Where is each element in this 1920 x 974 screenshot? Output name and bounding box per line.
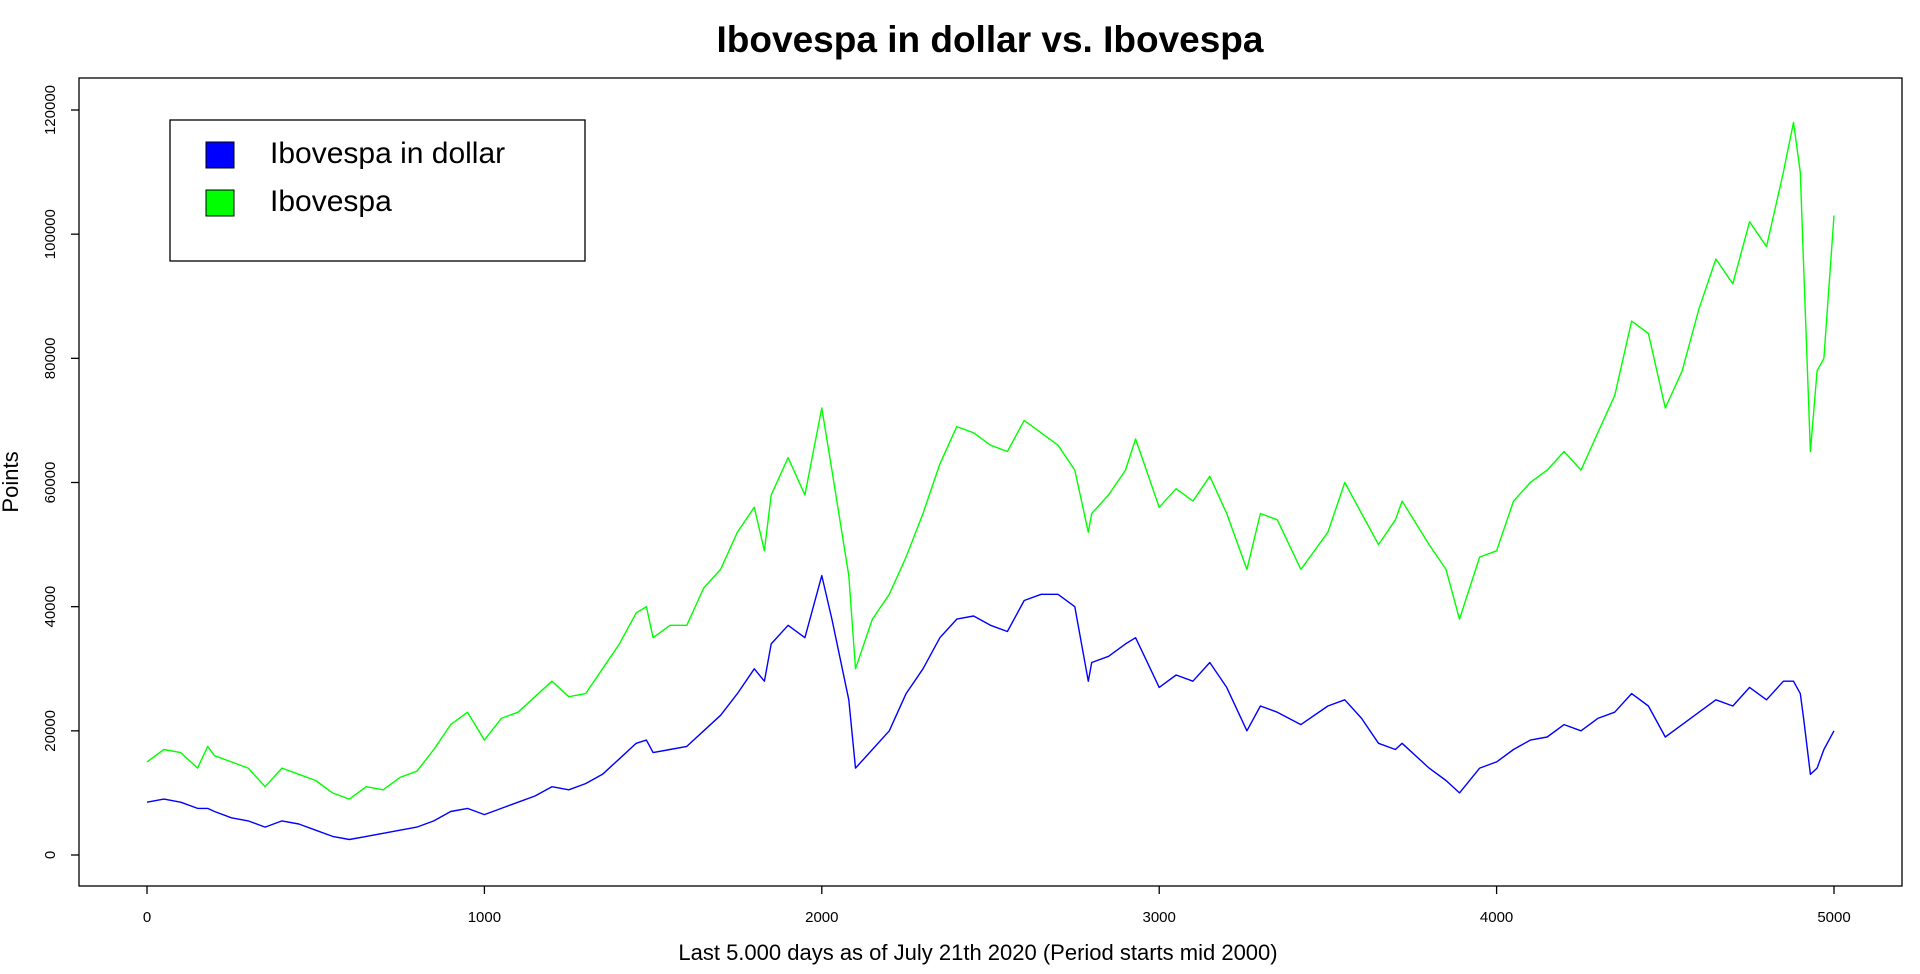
x-tick-label: 3000	[1143, 909, 1176, 926]
legend-label: Ibovespa	[270, 185, 392, 218]
y-tick-label: 100000	[42, 209, 59, 259]
x-tick-label: 1000	[468, 909, 501, 926]
y-tick-label: 0	[42, 851, 59, 859]
x-tick-label: 0	[143, 909, 151, 926]
y-axis-label: Points	[0, 451, 23, 512]
legend-swatch	[205, 141, 235, 169]
y-tick-label: 120000	[42, 85, 59, 135]
series-line	[146, 121, 1835, 800]
x-tick-label: 4000	[1480, 909, 1513, 926]
chart-title: Ibovespa in dollar vs. Ibovespa	[717, 19, 1264, 60]
legend-box	[169, 119, 586, 262]
y-tick-label: 80000	[42, 337, 59, 379]
y-tick-label: 60000	[42, 462, 59, 504]
y-tick-label: 40000	[42, 586, 59, 628]
x-tick-label: 5000	[1817, 909, 1850, 926]
y-tick-label: 20000	[42, 710, 59, 752]
x-tick-label: 2000	[805, 909, 838, 926]
legend-swatch	[205, 189, 235, 217]
x-axis-label: Last 5.000 days as of July 21th 2020 (Pe…	[678, 940, 1277, 965]
legend-label: Ibovespa in dollar	[270, 137, 505, 170]
series-line	[146, 574, 1835, 841]
